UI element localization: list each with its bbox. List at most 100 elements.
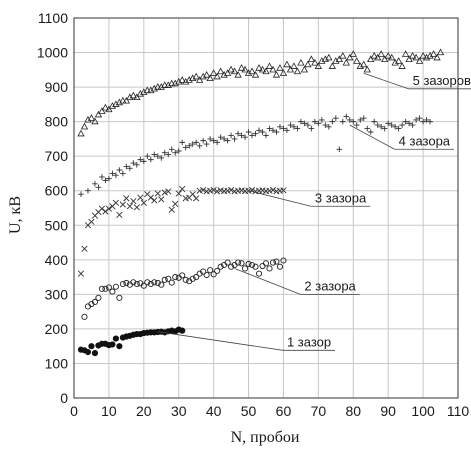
data-point [244, 69, 253, 76]
data-point [322, 122, 329, 128]
data-point [252, 263, 259, 270]
x-axis-title: N, пробои [231, 429, 300, 446]
x-tick-label: 0 [70, 403, 78, 419]
data-point [150, 84, 158, 92]
data-point [364, 125, 371, 132]
data-point [339, 51, 347, 59]
data-point [126, 203, 133, 210]
series-2 [81, 257, 287, 320]
data-point [346, 117, 353, 123]
data-point [210, 271, 217, 278]
data-point [179, 139, 186, 146]
data-point [293, 67, 302, 75]
data-point [113, 172, 119, 178]
data-point [291, 124, 297, 130]
data-point [119, 96, 127, 104]
data-point [402, 118, 409, 125]
data-point [252, 130, 259, 137]
data-point [256, 127, 262, 134]
data-point [182, 77, 190, 85]
data-point [356, 62, 364, 69]
data-point [353, 57, 361, 64]
y-tick-label: 1100 [38, 10, 68, 26]
data-point [140, 282, 147, 289]
data-point [77, 270, 85, 277]
data-point [429, 50, 438, 57]
data-point [179, 185, 186, 193]
data-point [213, 72, 221, 80]
data-point [134, 162, 140, 168]
data-point [108, 102, 117, 109]
data-point [388, 122, 395, 128]
data-point [270, 127, 276, 134]
data-point [422, 53, 431, 61]
data-point [91, 117, 99, 125]
data-point [193, 139, 199, 146]
x-tick-label: 60 [276, 403, 292, 419]
data-point [92, 181, 98, 187]
data-point [102, 285, 109, 292]
data-point [401, 50, 410, 57]
y-tick-label: 800 [45, 114, 69, 130]
data-point [165, 188, 172, 195]
x-tick-label: 40 [206, 403, 222, 419]
data-point [116, 167, 123, 173]
data-point [140, 88, 148, 95]
leader-line [349, 124, 395, 150]
data-point [384, 51, 392, 59]
data-point [353, 122, 360, 128]
data-point [116, 343, 123, 350]
data-point [179, 272, 186, 279]
data-point [137, 194, 144, 201]
y-tick-label: 300 [45, 286, 69, 302]
data-point [255, 64, 263, 71]
data-point [408, 51, 417, 59]
data-point [297, 58, 305, 66]
data-point [168, 206, 175, 213]
data-point [224, 137, 231, 144]
data-point [273, 258, 280, 265]
data-point [94, 110, 103, 118]
data-point [80, 122, 89, 130]
data-point [210, 137, 217, 144]
data-point [127, 165, 133, 172]
data-point [147, 86, 155, 94]
data-point [161, 189, 168, 196]
data-point [237, 64, 246, 71]
data-point [262, 260, 270, 267]
data-point [165, 151, 172, 158]
data-point [342, 58, 350, 66]
x-tick-label: 90 [380, 403, 396, 419]
data-point [165, 275, 172, 282]
data-point [242, 134, 248, 140]
data-point [427, 118, 433, 125]
data-point [154, 279, 161, 287]
data-point [175, 148, 182, 154]
y-tick-label: 400 [45, 252, 69, 268]
data-point [395, 125, 402, 132]
data-point [119, 201, 126, 208]
data-point [126, 93, 134, 101]
data-point [200, 137, 206, 144]
data-point [95, 294, 102, 301]
data-point [130, 279, 137, 286]
data-point [423, 117, 430, 123]
x-tick-label: 50 [241, 403, 257, 419]
x-tick-label: 30 [171, 403, 187, 419]
data-point [137, 156, 144, 163]
data-point [144, 153, 151, 159]
data-point [307, 55, 316, 63]
annotation: 2 зазора [234, 268, 360, 295]
data-point [283, 60, 291, 68]
data-point [151, 151, 158, 158]
y-tick-label: 100 [45, 355, 69, 371]
data-point [241, 65, 249, 73]
data-point [367, 129, 374, 135]
data-point [214, 188, 221, 195]
data-point [350, 118, 357, 125]
data-point [148, 156, 154, 163]
data-point [228, 263, 235, 270]
data-point [130, 197, 137, 205]
data-point [102, 177, 109, 184]
x-tick-label: 70 [311, 403, 327, 419]
